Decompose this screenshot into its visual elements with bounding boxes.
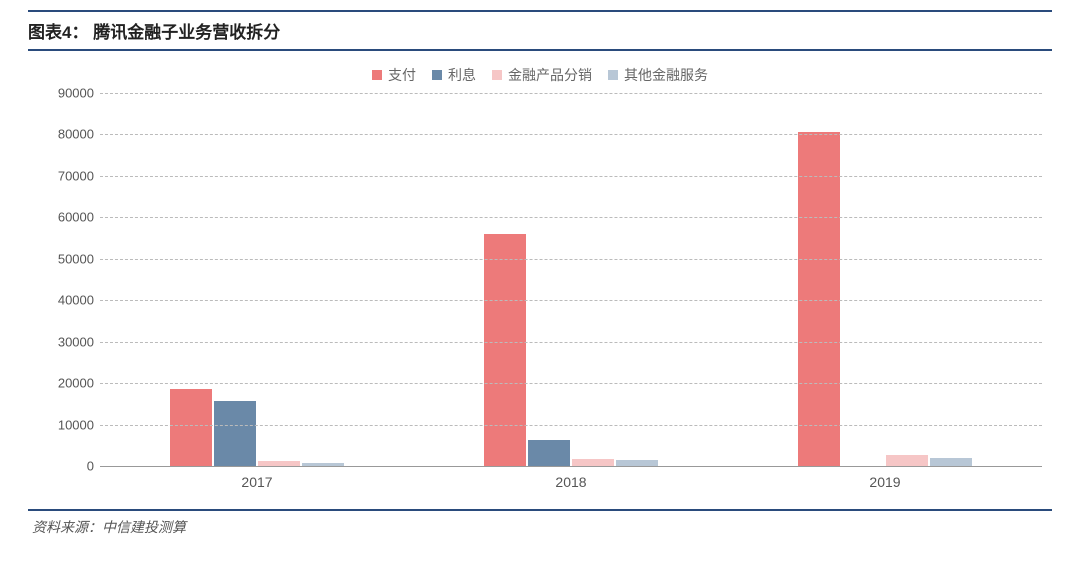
grid-line xyxy=(100,93,1042,94)
y-axis-label: 0 xyxy=(87,459,94,474)
y-axis-label: 20000 xyxy=(58,376,94,391)
chart-area: 201720182019 010000200003000040000500006… xyxy=(42,93,1052,503)
bar-pay xyxy=(484,234,526,466)
grid-line xyxy=(100,342,1042,343)
y-axis-label: 10000 xyxy=(58,417,94,432)
bar-other xyxy=(616,460,658,466)
title-prefix: 图表4： xyxy=(28,23,88,42)
x-axis-label: 2017 xyxy=(241,474,272,490)
chart-title-bar: 图表4： 腾讯金融子业务营收拆分 xyxy=(28,10,1052,51)
y-axis-label: 70000 xyxy=(58,168,94,183)
source-label: 资料来源：中信建投测算 xyxy=(28,511,1052,543)
x-axis-label: 2018 xyxy=(555,474,586,490)
grid-line xyxy=(100,217,1042,218)
y-axis-label: 30000 xyxy=(58,334,94,349)
grid-line xyxy=(100,259,1042,260)
legend-swatch xyxy=(492,70,502,80)
grid-line xyxy=(100,425,1042,426)
legend-item: 利息 xyxy=(432,65,476,85)
title-text: 腾讯金融子业务营收拆分 xyxy=(93,23,280,42)
plot-area: 201720182019 010000200003000040000500006… xyxy=(100,93,1042,467)
legend-label: 支付 xyxy=(388,65,416,85)
y-axis-label: 80000 xyxy=(58,127,94,142)
bar-groups: 201720182019 xyxy=(100,93,1042,466)
legend-item: 金融产品分销 xyxy=(492,65,592,85)
y-axis-label: 50000 xyxy=(58,251,94,266)
bar-dist xyxy=(258,461,300,466)
legend-swatch xyxy=(608,70,618,80)
y-axis-label: 40000 xyxy=(58,293,94,308)
bar-dist xyxy=(572,459,614,466)
bars xyxy=(797,93,973,466)
legend-label: 利息 xyxy=(448,65,476,85)
legend-label: 其他金融服务 xyxy=(624,65,708,85)
bar-group: 2018 xyxy=(414,93,728,466)
legend-swatch xyxy=(432,70,442,80)
bar-dist xyxy=(886,455,928,466)
grid-line xyxy=(100,383,1042,384)
y-axis-label: 90000 xyxy=(58,86,94,101)
bar-group: 2019 xyxy=(728,93,1042,466)
bar-other xyxy=(930,458,972,466)
legend-label: 金融产品分销 xyxy=(508,65,592,85)
grid-line xyxy=(100,134,1042,135)
bar-interest xyxy=(214,401,256,466)
legend-item: 其他金融服务 xyxy=(608,65,708,85)
x-axis-label: 2019 xyxy=(869,474,900,490)
bar-interest xyxy=(528,440,570,466)
bar-group: 2017 xyxy=(100,93,414,466)
grid-line xyxy=(100,300,1042,301)
legend-swatch xyxy=(372,70,382,80)
bars xyxy=(483,93,659,466)
grid-line xyxy=(100,176,1042,177)
bar-pay xyxy=(798,132,840,466)
bar-pay xyxy=(170,389,212,466)
y-axis-label: 60000 xyxy=(58,210,94,225)
bars xyxy=(169,93,345,466)
legend-item: 支付 xyxy=(372,65,416,85)
bar-other xyxy=(302,463,344,466)
legend: 支付 利息 金融产品分销 其他金融服务 xyxy=(28,51,1052,93)
